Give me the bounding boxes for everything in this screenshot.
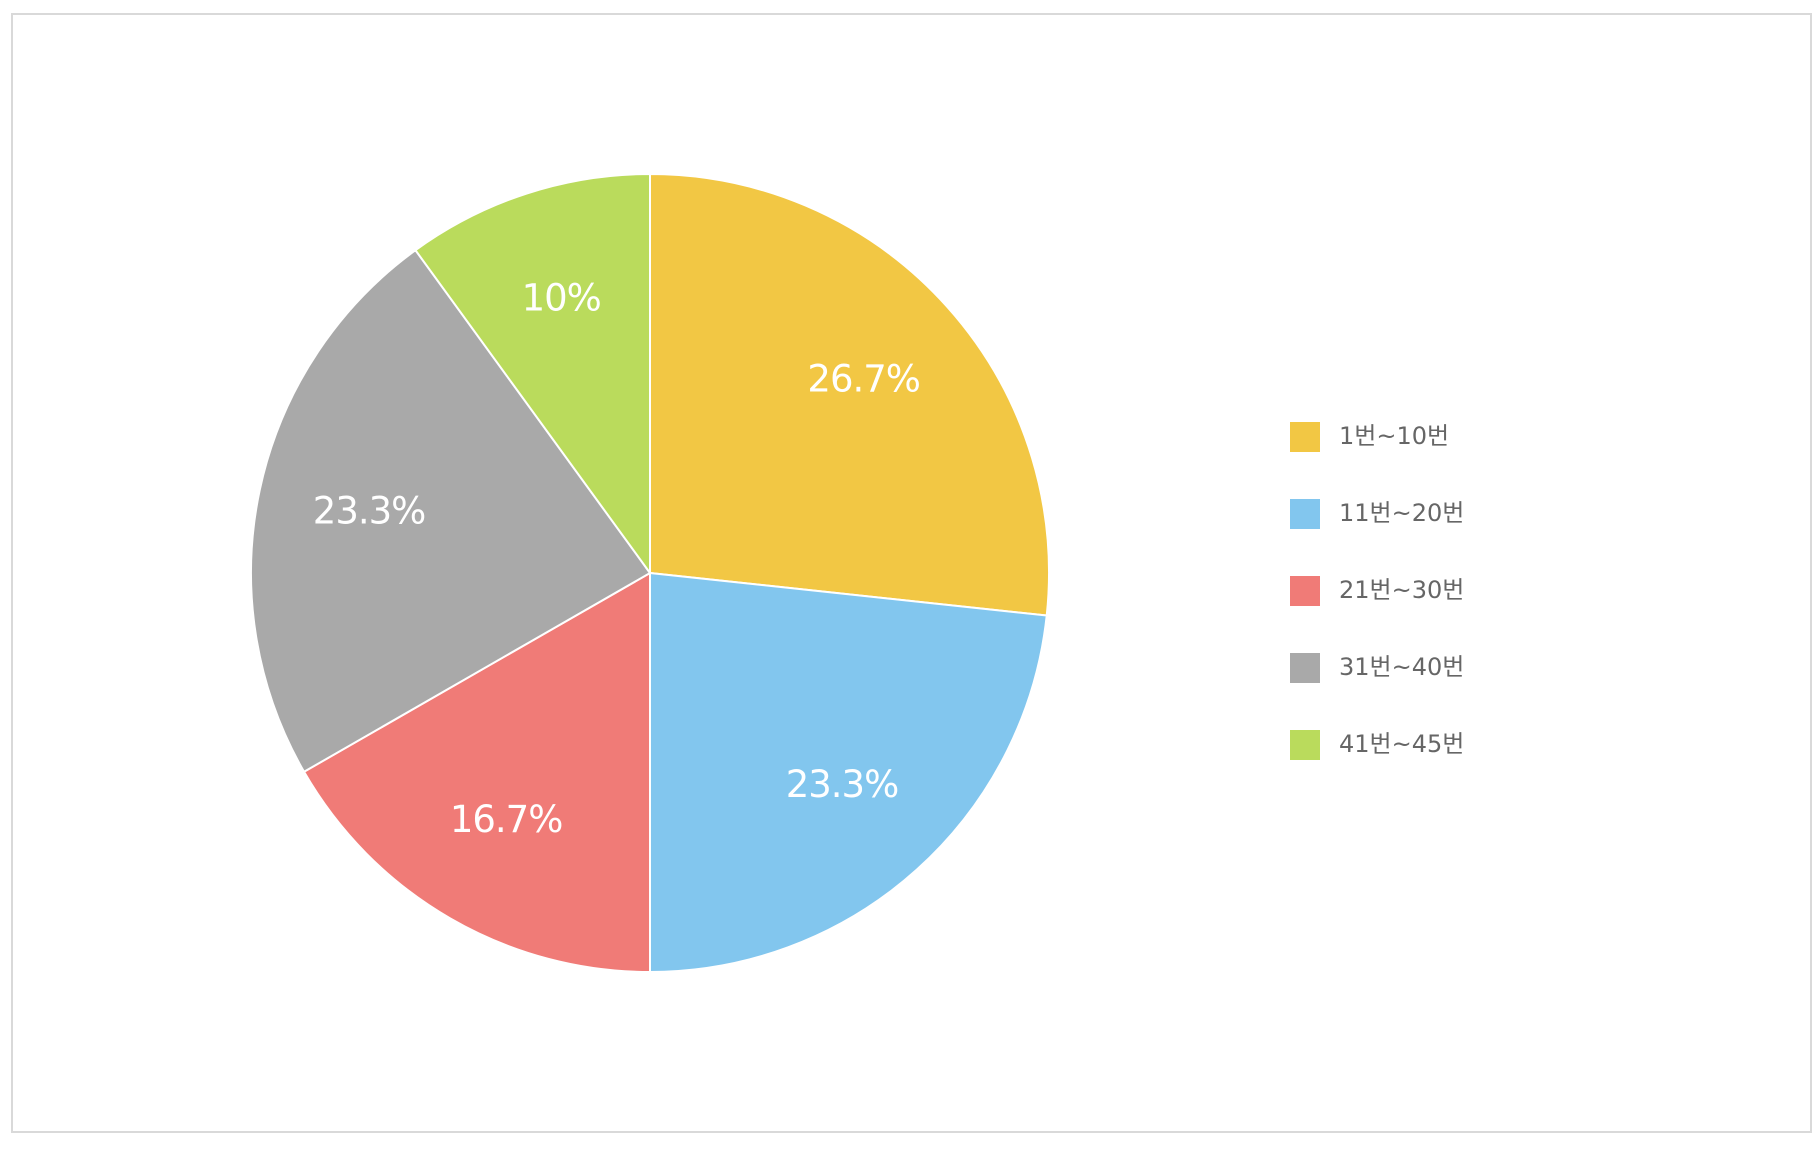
legend-label: 41번~45번: [1339, 730, 1464, 758]
legend-swatch: [1290, 653, 1320, 683]
legend-swatch: [1290, 422, 1320, 452]
legend-label: 21번~30번: [1339, 576, 1464, 604]
pie-slice: [250, 248, 652, 774]
pie-slice: [649, 571, 1048, 974]
legend-swatch: [1290, 730, 1320, 760]
slice-label: 10%: [522, 276, 601, 319]
slice-label: 23.3%: [313, 489, 426, 532]
legend-label: 31번~40번: [1339, 653, 1464, 681]
pie-slice: [414, 172, 651, 577]
slice-label: 23.3%: [786, 763, 899, 806]
legend-label: 11번~20번: [1339, 499, 1464, 527]
legend-label: 1번~10번: [1339, 422, 1449, 450]
pie-slice: [649, 172, 1050, 617]
slice-label: 26.7%: [807, 357, 920, 400]
slice-label: 16.7%: [450, 798, 563, 841]
pie-slice: [302, 571, 651, 974]
legend-swatch: [1290, 499, 1320, 529]
legend-swatch: [1290, 576, 1320, 606]
